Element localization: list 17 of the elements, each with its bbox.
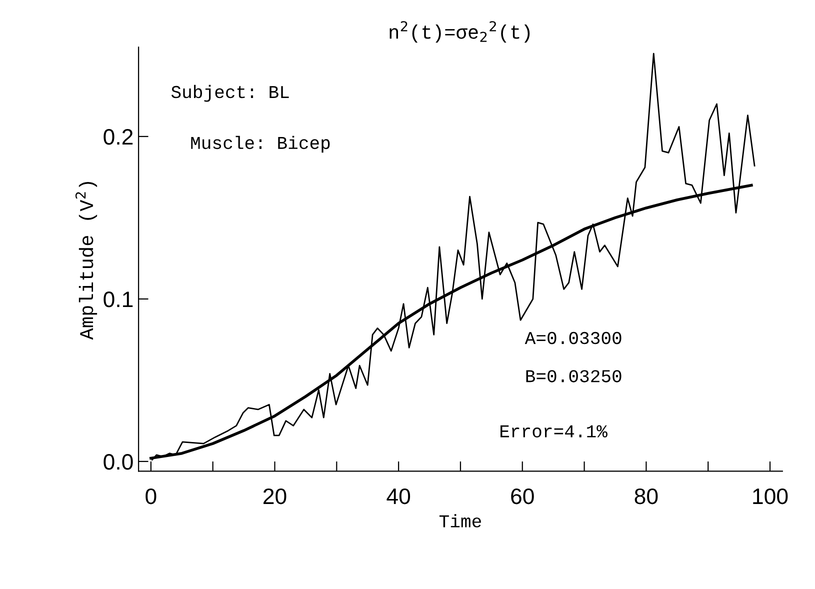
x-axis-title: Time — [439, 514, 481, 528]
y-axis-title: Amplitude (V$^{2}$) — [75, 182, 98, 340]
x-tick-label: 100 — [753, 488, 788, 504]
y-tick-label: 0.1 — [104, 292, 133, 308]
x-tick-label: 80 — [634, 488, 658, 504]
annotation: Muscle: Bicep — [191, 136, 330, 153]
x-tick-label: 40 — [386, 488, 410, 504]
annotation: A=0.03300 — [524, 332, 622, 344]
y-tick-label: 0.0 — [104, 454, 133, 470]
chart-title: n$^{2}$(t)=σe$_{2}$$^{2}$(t) — [390, 21, 530, 43]
x-tick-label: 60 — [511, 488, 534, 504]
annotation: Error=4.1% — [500, 425, 608, 438]
annotation: Subject: BL — [171, 84, 289, 102]
x-tick-label: 0 — [146, 488, 156, 504]
x-tick-label: 20 — [264, 488, 286, 504]
annotation: B=0.03250 — [526, 370, 622, 382]
y-tick-label: 0.2 — [104, 129, 133, 145]
